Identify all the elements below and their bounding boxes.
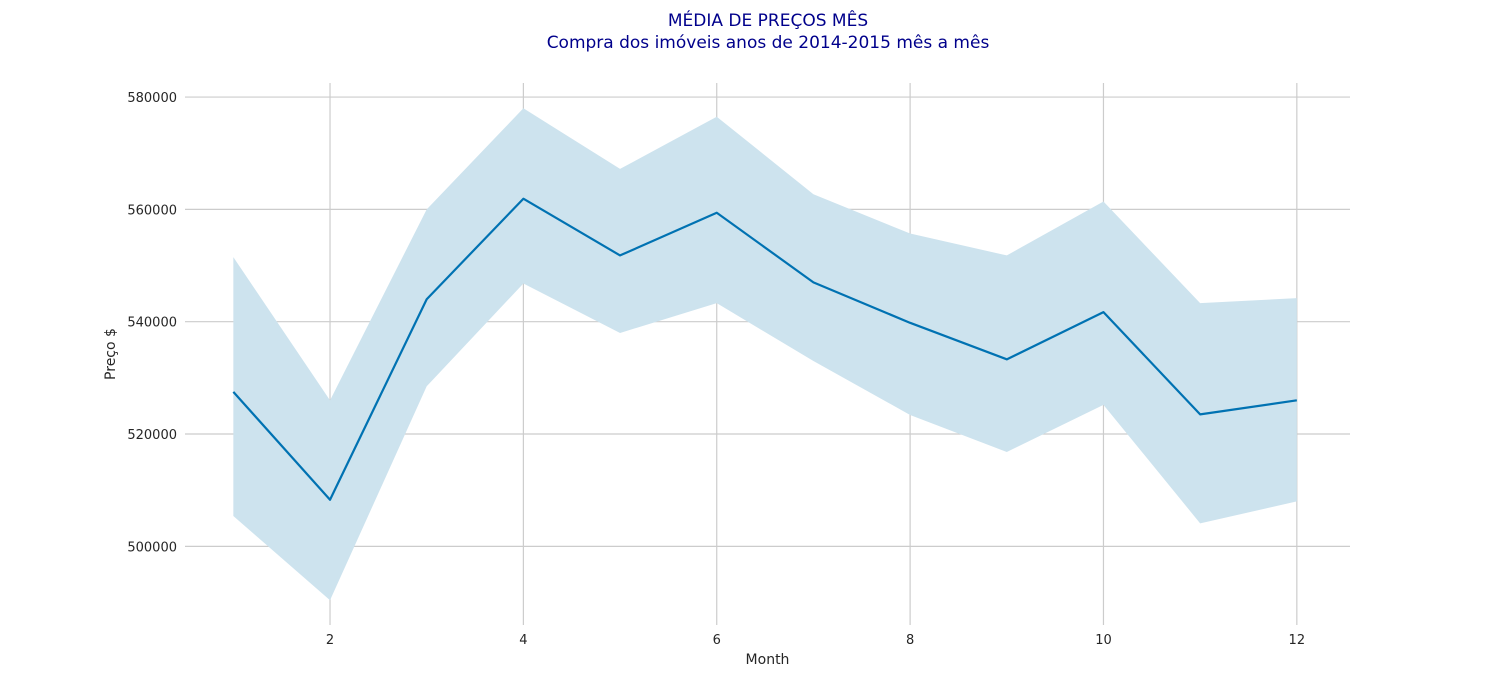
y-axis-label: Preço $ — [103, 328, 119, 380]
x-tick-label: 10 — [1095, 633, 1112, 648]
x-tick-label: 12 — [1289, 633, 1306, 648]
chart-title: MÉDIA DE PREÇOS MÊS — [667, 11, 869, 31]
confidence-band — [233, 108, 1297, 601]
y-tick-label: 540000 — [127, 316, 177, 331]
tick-label-layer: 500000 520000 540000 560000 580000 2 4 6 8 10 12 — [127, 91, 1305, 648]
x-tick-label: 8 — [906, 633, 914, 648]
y-tick-label: 520000 — [127, 428, 177, 443]
confidence-band-layer — [233, 108, 1297, 601]
y-tick-label: 580000 — [127, 91, 177, 106]
series-line — [232, 197, 1297, 501]
y-tick-label: 560000 — [127, 203, 177, 218]
x-tick-label: 2 — [326, 633, 334, 648]
title-block: MÉDIA DE PREÇOS MÊS Compra dos imóveis a… — [0, 10, 1500, 54]
series-line-layer — [232, 197, 1297, 501]
x-axis-label: Month — [746, 652, 790, 668]
chart-subtitle: Compra dos imóveis anos de 2014-2015 mês… — [546, 33, 990, 53]
x-tick-label: 6 — [713, 633, 721, 648]
x-tick-label: 4 — [519, 633, 527, 648]
y-tick-label: 500000 — [127, 540, 177, 555]
